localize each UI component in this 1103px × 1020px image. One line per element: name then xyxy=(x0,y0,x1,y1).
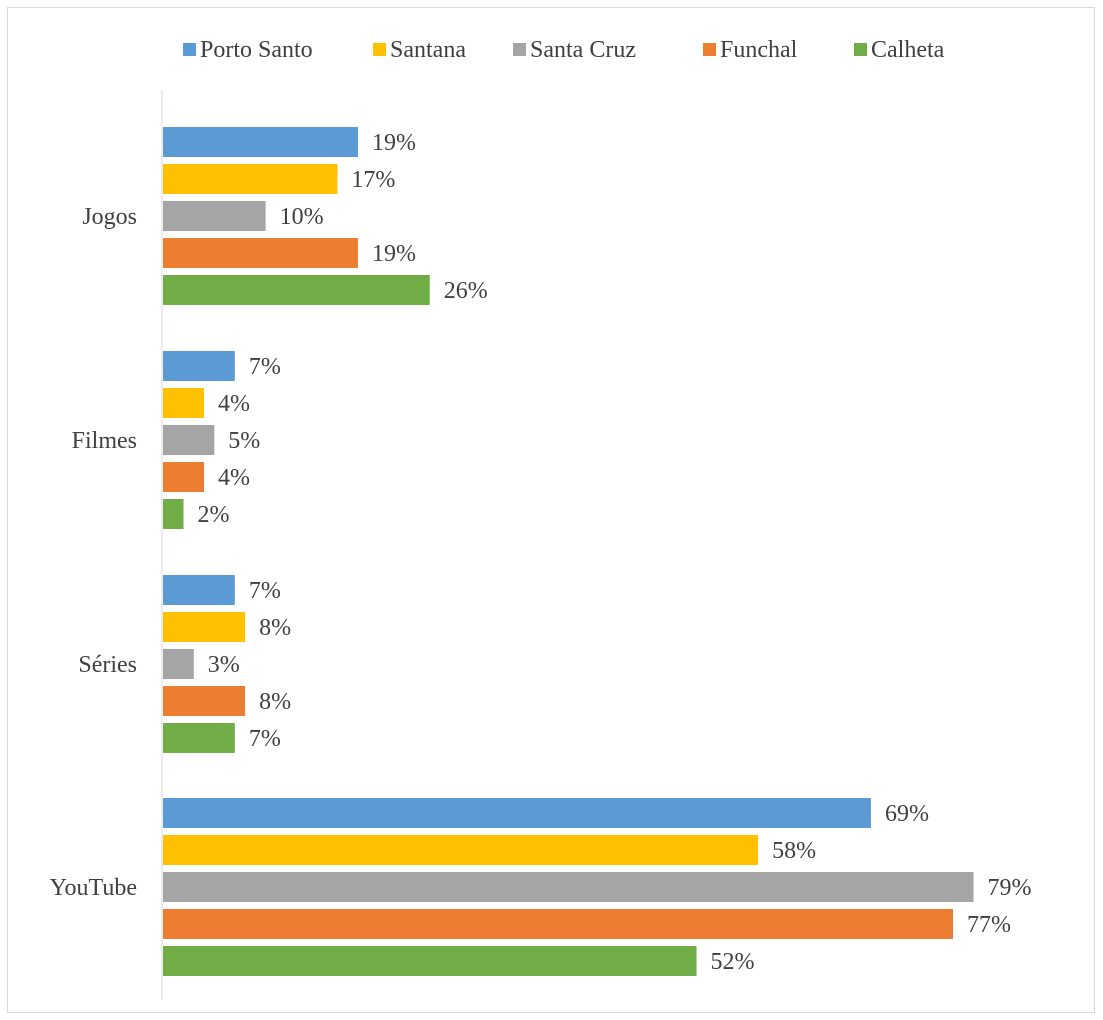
data-label-jogos-calheta: 26% xyxy=(444,278,488,304)
legend-swatch-calheta xyxy=(854,43,867,56)
bar-filmes-funchal xyxy=(163,462,205,492)
bar-jogos-porto-santo xyxy=(163,127,358,157)
legend-label-calheta: Calheta xyxy=(871,37,945,63)
bar-youtube-funchal xyxy=(163,909,954,939)
category-label-youtube: YouTube xyxy=(50,875,137,901)
bar-youtube-santa-cruz xyxy=(163,872,974,902)
legend-label-porto-santo: Porto Santo xyxy=(200,37,313,63)
legend-label-santana: Santana xyxy=(390,37,466,63)
bar-filmes-porto-santo xyxy=(163,351,235,381)
data-label-youtube-funchal: 77% xyxy=(967,912,1011,938)
data-label-filmes-santana: 4% xyxy=(218,391,250,417)
data-labels: 19% 17% 10% 19% 26% 7% 4% 5% 4% 2% 7% 8% 3% 8% 7% 69% 58… xyxy=(198,130,1032,975)
data-label-filmes-porto-santo: 7% xyxy=(249,354,281,380)
legend: Porto Santo Santana Santa Cruz Funchal Calhe… xyxy=(183,37,945,63)
legend-swatch-santana xyxy=(373,43,386,56)
data-label-jogos-santa-cruz: 10% xyxy=(280,204,324,230)
category-labels: Jogos Filmes Séries YouTube xyxy=(50,204,137,901)
bar-series-calheta xyxy=(163,723,235,753)
legend-swatch-funchal xyxy=(703,43,716,56)
category-label-filmes: Filmes xyxy=(72,428,137,454)
data-label-series-porto-santo: 7% xyxy=(249,578,281,604)
bar-jogos-funchal xyxy=(163,238,358,268)
data-label-jogos-funchal: 19% xyxy=(372,241,416,267)
data-label-jogos-porto-santo: 19% xyxy=(372,130,416,156)
bar-series-funchal xyxy=(163,686,246,716)
bar-filmes-santa-cruz xyxy=(163,425,215,455)
bar-jogos-santana xyxy=(163,164,338,194)
data-label-filmes-santa-cruz: 5% xyxy=(228,428,260,454)
bar-jogos-santa-cruz xyxy=(163,201,266,231)
category-label-jogos: Jogos xyxy=(82,204,137,230)
bars xyxy=(163,127,974,976)
bar-youtube-porto-santo xyxy=(163,798,871,828)
category-label-series: Séries xyxy=(78,652,137,678)
data-label-youtube-santana: 58% xyxy=(772,838,816,864)
data-label-jogos-santana: 17% xyxy=(351,167,395,193)
bar-jogos-calheta xyxy=(163,275,430,305)
bar-series-santana xyxy=(163,612,246,642)
bar-youtube-calheta xyxy=(163,946,697,976)
bar-youtube-santana xyxy=(163,835,759,865)
data-label-youtube-calheta: 52% xyxy=(711,949,755,975)
data-label-filmes-calheta: 2% xyxy=(198,502,230,528)
bar-filmes-calheta xyxy=(163,499,184,529)
bar-series-santa-cruz xyxy=(163,649,194,679)
data-label-series-funchal: 8% xyxy=(259,689,291,715)
data-label-youtube-santa-cruz: 79% xyxy=(988,875,1032,901)
bar-filmes-santana xyxy=(163,388,205,418)
data-label-youtube-porto-santo: 69% xyxy=(885,801,929,827)
bar-series-porto-santo xyxy=(163,575,235,605)
legend-label-funchal: Funchal xyxy=(720,37,798,63)
data-label-series-santana: 8% xyxy=(259,615,291,641)
legend-label-santa-cruz: Santa Cruz xyxy=(530,37,636,63)
data-label-series-calheta: 7% xyxy=(249,726,281,752)
data-label-filmes-funchal: 4% xyxy=(218,465,250,491)
data-label-series-santa-cruz: 3% xyxy=(208,652,240,678)
legend-swatch-porto-santo xyxy=(183,43,196,56)
legend-swatch-santa-cruz xyxy=(513,43,526,56)
